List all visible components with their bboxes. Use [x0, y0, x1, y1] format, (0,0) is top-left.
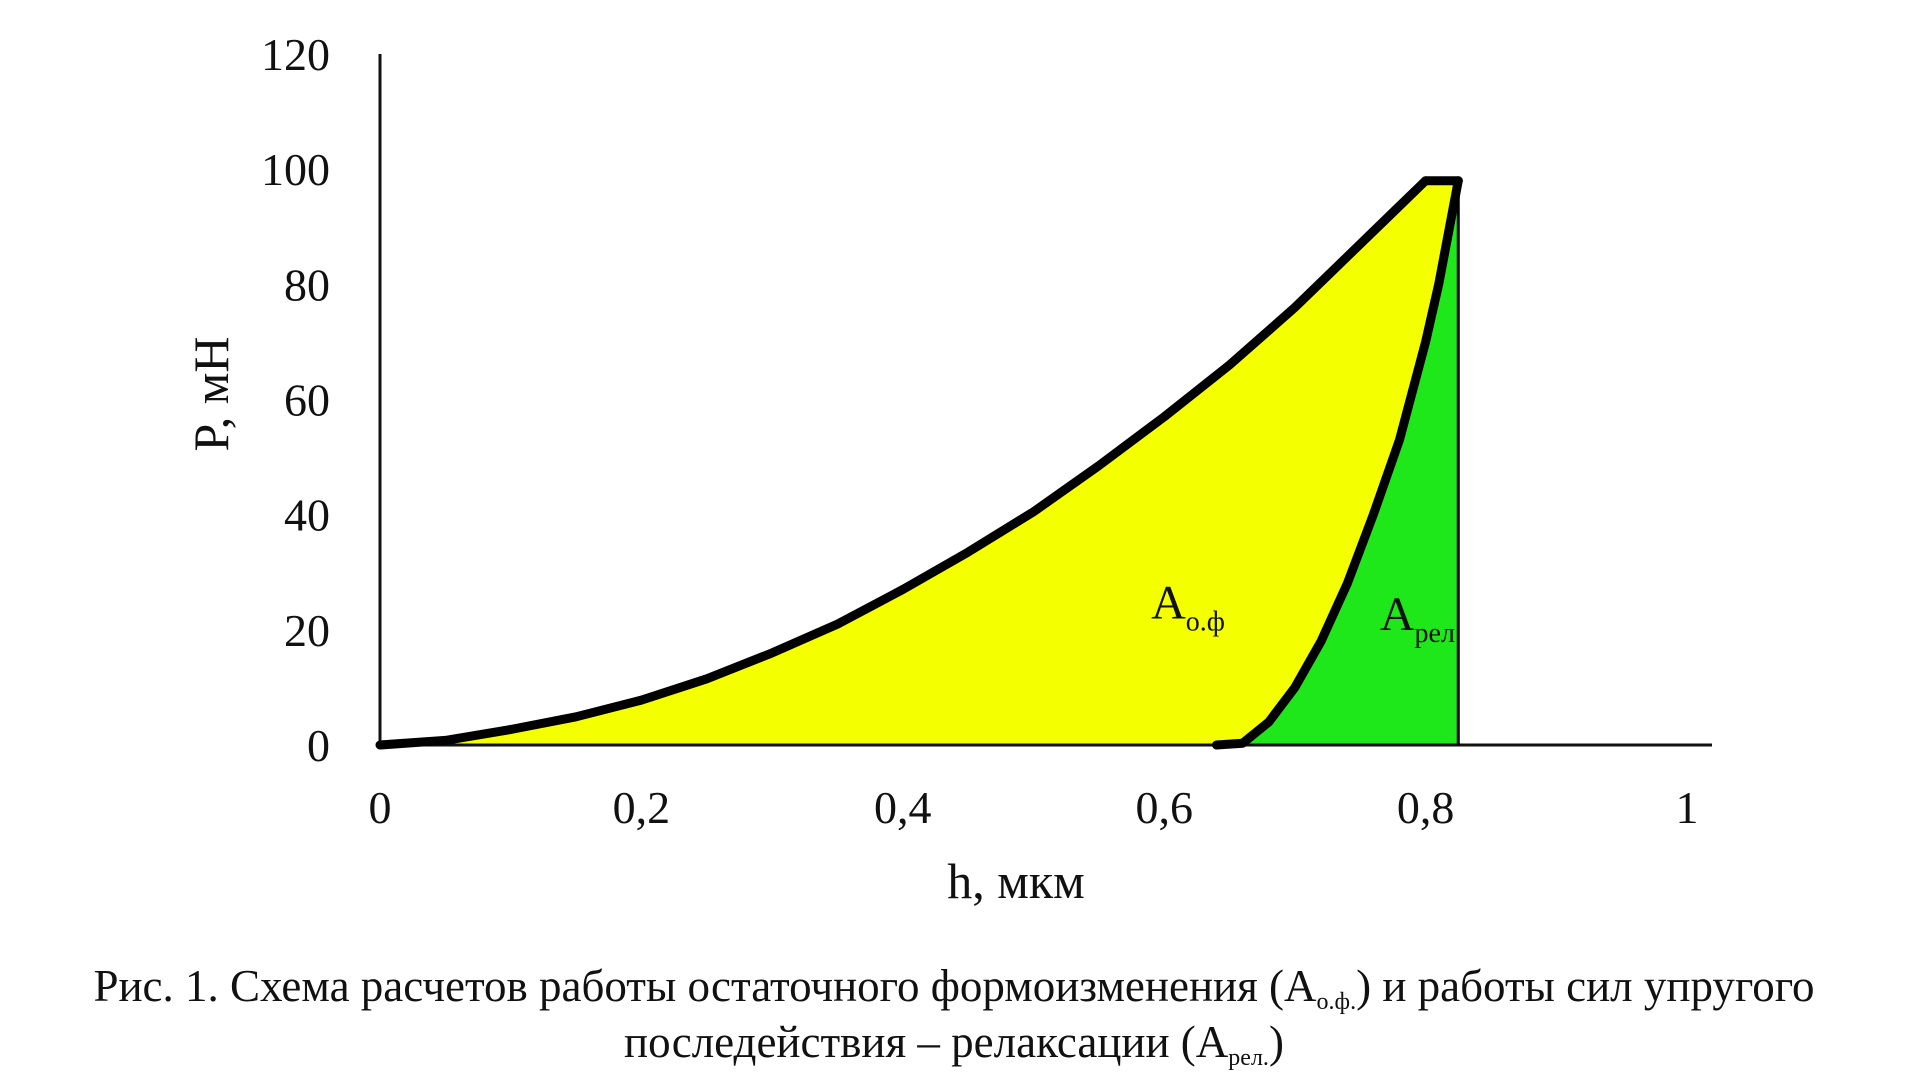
- x-tick-label: 0,4: [874, 782, 932, 833]
- x-tick-label: 0: [369, 782, 392, 833]
- y-tick-label: 80: [284, 259, 330, 310]
- x-axis-label: h, мкм: [947, 853, 1085, 909]
- figure-caption-line-2: последействия – релаксации (Aрел.): [624, 1017, 1284, 1071]
- chart-axes: [378, 54, 1712, 747]
- x-tick-label: 1: [1676, 782, 1699, 833]
- y-tick-label: 0: [307, 720, 330, 771]
- y-tick-label: 20: [284, 605, 330, 656]
- chart-curves: [375, 176, 1463, 750]
- x-tick-label: 0,8: [1397, 782, 1455, 833]
- chart-labels: h, мкм P, мН: [183, 336, 1085, 909]
- unloading-curve: [1212, 176, 1463, 750]
- area-relaxation: [1216, 180, 1459, 745]
- y-tick-label: 120: [261, 29, 330, 80]
- area-residual-deformation: [380, 180, 1459, 745]
- y-axis-label: P, мН: [183, 336, 239, 451]
- y-tick-label: 100: [261, 144, 330, 195]
- y-tick-label: 60: [284, 375, 330, 426]
- chart-ticks: 0 20 40 60 80 100 120 0 0,2 0,4 0,6 0,8 1: [261, 29, 1699, 833]
- x-tick-label: 0,2: [613, 782, 671, 833]
- loading-curve: [375, 176, 1431, 750]
- x-tick-label: 0,6: [1135, 782, 1193, 833]
- chart-areas: [380, 180, 1459, 745]
- y-tick-label: 40: [284, 490, 330, 541]
- figure-caption-line-1: Рис. 1. Схема расчетов работы остаточног…: [93, 961, 1815, 1015]
